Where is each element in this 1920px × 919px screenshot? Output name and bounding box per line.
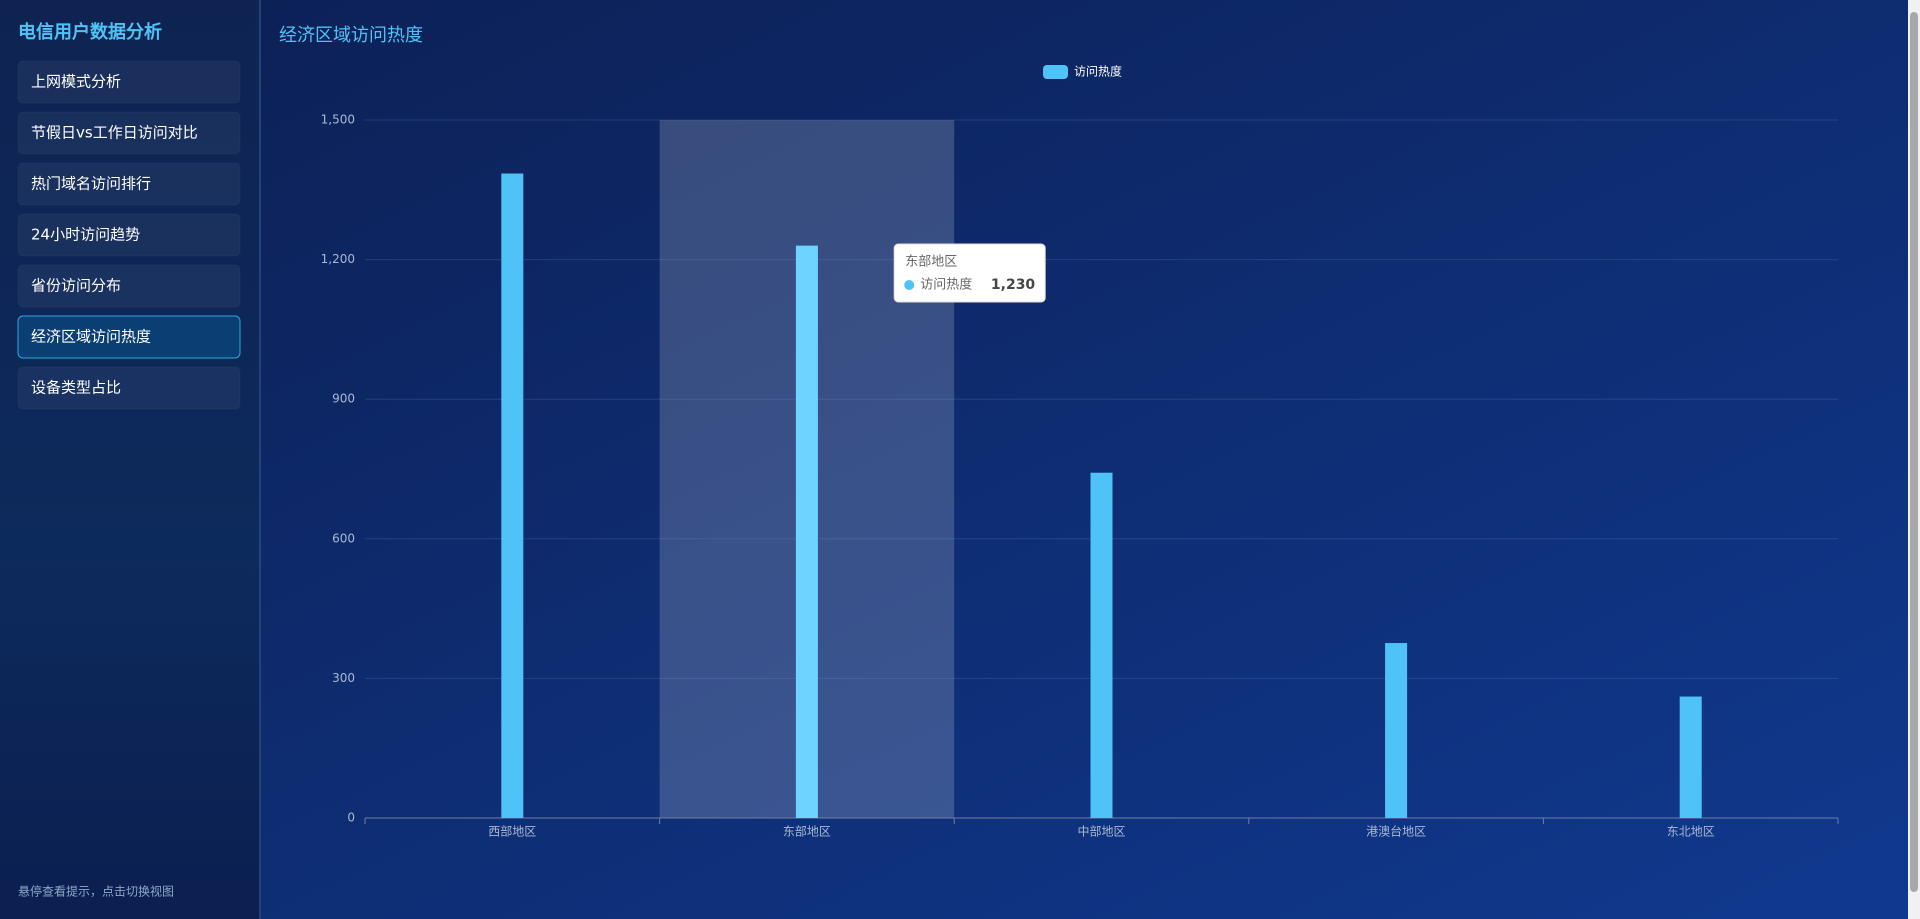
- bar: [501, 173, 524, 819]
- y-tick-label: 1,200: [321, 252, 355, 266]
- tooltip-value: 1,230: [991, 277, 1036, 293]
- menu-item[interactable]: [17, 111, 241, 155]
- menu-item-label[interactable]: 经济区域访问热度: [31, 328, 151, 346]
- menu-item[interactable]: [17, 366, 241, 410]
- scrollbar-thumb[interactable]: [1910, 12, 1918, 892]
- x-tick-label: 西部地区: [488, 824, 536, 839]
- bar: [1679, 696, 1702, 818]
- bar: [1385, 643, 1408, 818]
- legend-label: 访问热度: [1074, 64, 1122, 79]
- x-tick-label: 中部地区: [1077, 824, 1125, 839]
- menu-item[interactable]: [17, 264, 241, 308]
- menu-item-label[interactable]: 上网模式分析: [31, 73, 121, 91]
- y-tick-label: 300: [332, 671, 355, 685]
- legend-swatch: [1043, 65, 1068, 79]
- sidebar-footer: 悬停查看提示，点击切换视图: [18, 884, 174, 899]
- menu-item[interactable]: [17, 213, 241, 257]
- menu-item-label[interactable]: 省份访问分布: [31, 277, 121, 295]
- y-tick-label: 900: [332, 392, 355, 406]
- x-tick-label: 东北地区: [1667, 825, 1715, 839]
- chart-title: 经济区域访问热度: [279, 25, 423, 46]
- menu-item-label[interactable]: 设备类型占比: [31, 379, 121, 397]
- menu-item[interactable]: [17, 315, 241, 359]
- menu-item-label[interactable]: 热门域名访问排行: [31, 175, 151, 193]
- bar: [795, 245, 818, 818]
- menu-item[interactable]: [17, 162, 241, 206]
- x-tick-label: 港澳台地区: [1366, 824, 1426, 839]
- y-tick-label: 1,500: [321, 113, 355, 127]
- tooltip-label: 访问热度: [920, 277, 972, 293]
- tooltip-title: 东部地区: [905, 255, 957, 270]
- bar: [1090, 472, 1113, 818]
- tooltip: [893, 243, 1046, 303]
- sidebar-title: 电信用户数据分析: [18, 21, 162, 43]
- sidebar: [0, 0, 260, 919]
- x-tick-label: 东部地区: [783, 824, 831, 839]
- y-tick-label: 0: [347, 811, 355, 825]
- menu-item[interactable]: [17, 60, 241, 104]
- tooltip-marker: [904, 280, 915, 290]
- y-tick-label: 600: [332, 531, 355, 545]
- menu-item-label[interactable]: 24小时访问趋势: [31, 226, 140, 244]
- menu-item-label[interactable]: 节假日vs工作日访问对比: [31, 124, 198, 142]
